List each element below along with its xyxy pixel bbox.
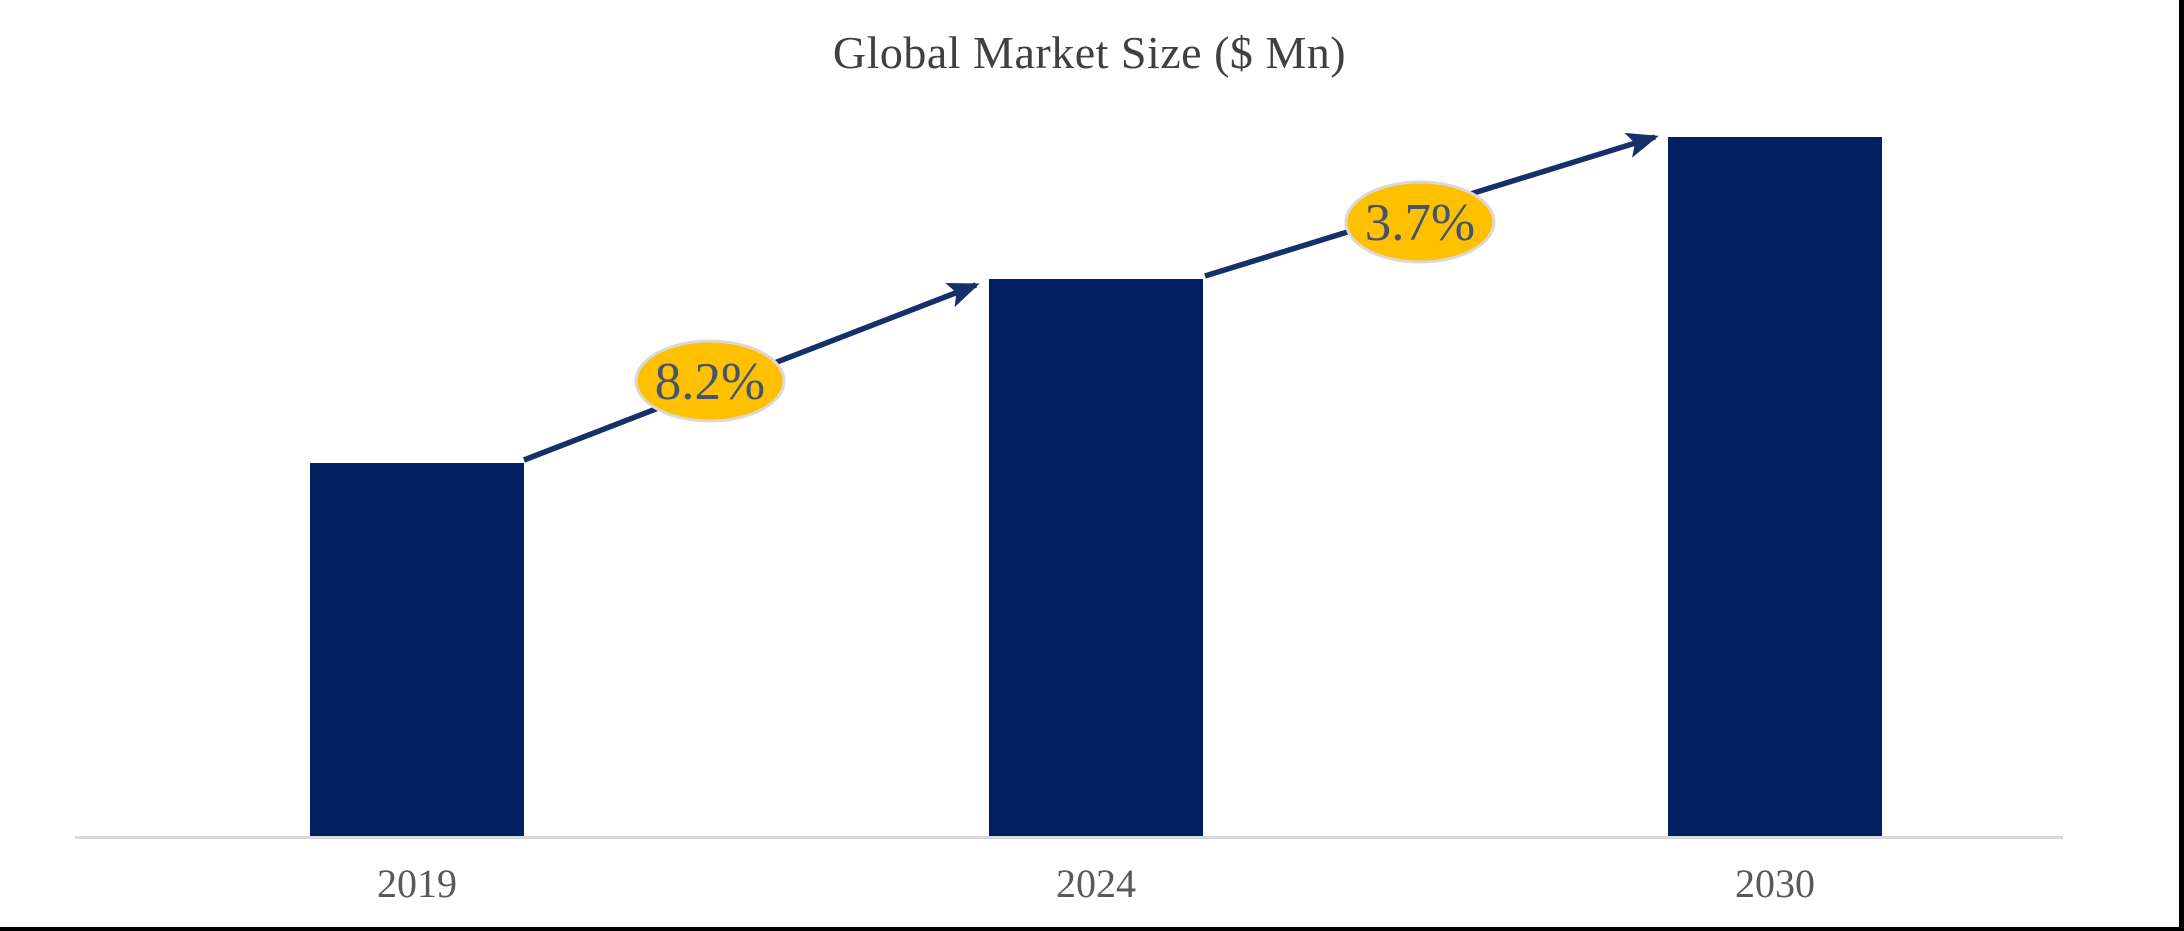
x-tick-2019: 2019 bbox=[377, 861, 457, 906]
x-tick-2024: 2024 bbox=[1056, 861, 1136, 906]
x-tick-2030: 2030 bbox=[1735, 861, 1815, 906]
bar-2024 bbox=[989, 279, 1203, 838]
growth-arrow-2024-2030 bbox=[1204, 132, 1659, 279]
growth-arrow-2019-2024 bbox=[523, 282, 980, 463]
chart-title: Global Market Size ($ Mn) bbox=[832, 27, 1347, 78]
growth-label-2024-2030: 3.7% bbox=[1365, 194, 1475, 252]
bar-2030 bbox=[1668, 137, 1882, 838]
bar-2019 bbox=[310, 463, 524, 838]
growth-badge-ellipse-2 bbox=[1344, 180, 1496, 264]
x-axis-line bbox=[75, 836, 2063, 839]
growth-label-2019-2024: 8.2% bbox=[655, 353, 765, 411]
growth-badge-ellipse-1 bbox=[634, 339, 786, 423]
